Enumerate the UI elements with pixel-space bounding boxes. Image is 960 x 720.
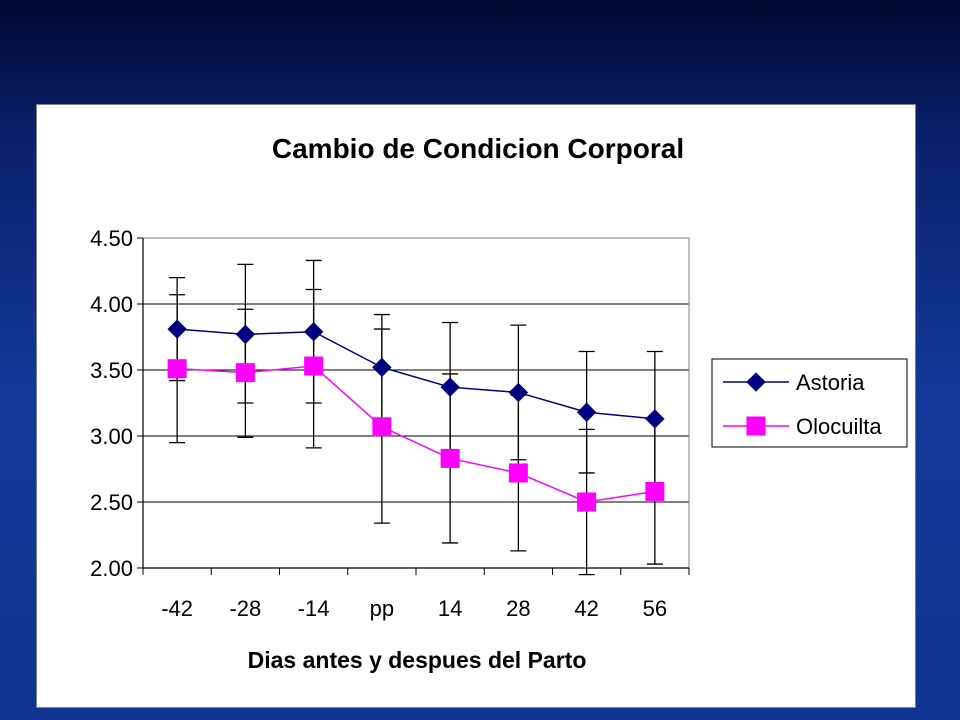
axes <box>137 237 690 575</box>
series-line <box>177 365 655 503</box>
x-tick-label: 56 <box>643 596 667 621</box>
x-tick-label: 42 <box>574 596 598 621</box>
data-point <box>235 324 256 345</box>
data-point <box>303 322 324 342</box>
grid-lines <box>143 237 689 503</box>
data-point <box>645 409 665 429</box>
data-point <box>167 359 187 379</box>
legend-marker <box>746 372 766 392</box>
legend-entry: Olocuilta <box>723 414 882 439</box>
x-tick-label: pp <box>370 596 394 621</box>
data-point <box>508 382 529 403</box>
chart-title: Cambio de Condicion Corporal <box>272 133 684 164</box>
y-tick-label: 3.50 <box>90 358 133 383</box>
legend-label: Astoria <box>796 370 865 395</box>
legend: Astoria Olocuilta <box>711 358 908 448</box>
legend-entry: Astoria <box>723 370 865 395</box>
data-point <box>440 448 460 468</box>
data-point <box>577 492 597 512</box>
data-point <box>645 481 665 501</box>
series-line <box>177 328 655 420</box>
legend-label: Olocuilta <box>796 414 882 439</box>
legend-box <box>711 358 908 448</box>
data-point <box>508 463 528 483</box>
data-point <box>372 357 392 378</box>
y-tick-label: 2.50 <box>90 490 133 515</box>
legend-marker <box>746 416 766 436</box>
x-tick-label: -28 <box>229 596 261 621</box>
data-point <box>576 402 597 422</box>
x-tick-label: -14 <box>298 596 330 621</box>
data-point <box>167 319 187 339</box>
y-tick-labels: 2.00 2.50 3.00 3.50 4.00 4.50 <box>90 226 133 581</box>
series-olocuilta <box>167 356 665 512</box>
x-tick-label: -42 <box>161 596 193 621</box>
y-tick-label: 4.50 <box>90 226 133 251</box>
x-tick-label: 28 <box>506 596 530 621</box>
y-tick-label: 3.00 <box>90 424 133 449</box>
y-tick-label: 4.00 <box>90 292 133 317</box>
data-point <box>304 356 324 376</box>
data-point <box>440 377 460 397</box>
x-axis-label: Dias antes y despues del Parto <box>248 647 587 673</box>
series-astoria <box>167 319 665 429</box>
x-tick-label: 14 <box>438 596 462 621</box>
line-chart: Cambio de Condicion Corporal 2.00 2.50 3.0… <box>90 133 908 673</box>
data-point <box>372 417 392 437</box>
x-tick-labels: -42 -28 -14 pp 14 28 42 56 <box>161 596 667 621</box>
plot-area <box>142 237 690 569</box>
chart-panel: Cambio de Condicion Corporal 2.00 2.50 3.0… <box>36 104 916 708</box>
series <box>167 319 665 512</box>
data-point <box>235 363 255 383</box>
y-tick-label: 2.00 <box>90 556 133 581</box>
